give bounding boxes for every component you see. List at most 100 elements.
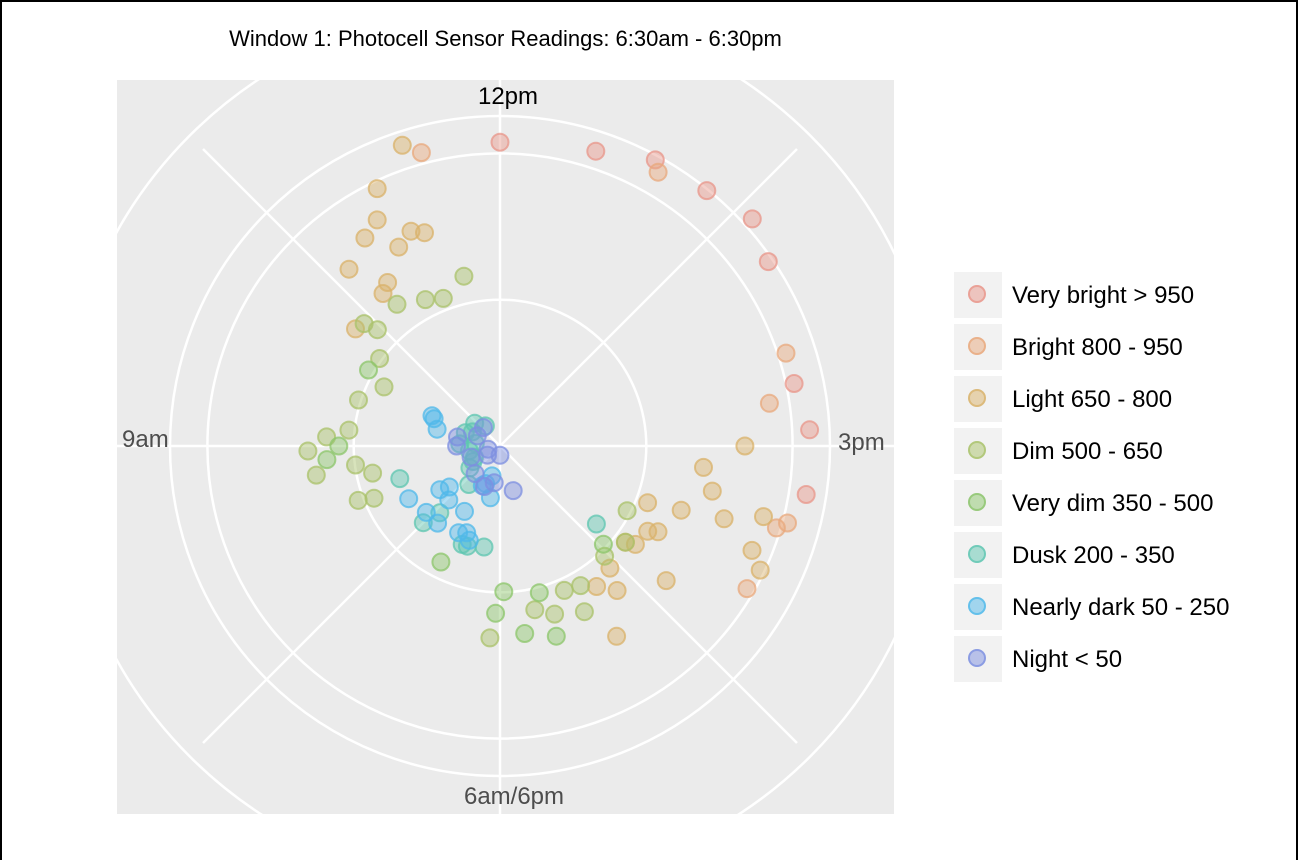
data-point-bright [778, 513, 797, 533]
data-point-light [401, 221, 421, 241]
data-point-vbright [490, 132, 510, 152]
data-point-light [735, 436, 755, 456]
data-point-light [638, 521, 658, 541]
legend-swatch [968, 337, 986, 355]
angle-label: 6am/6pm [464, 783, 564, 810]
legend-label: Light 650 - 800 [1012, 386, 1173, 413]
data-point-dim [349, 390, 368, 410]
chart-title: Window 1: Photocell Sensor Readings: 6:3… [229, 26, 782, 51]
angle-label: 9am [122, 426, 169, 453]
data-point-dim [364, 488, 384, 508]
data-point-ndark [455, 501, 474, 521]
data-point-vbright [586, 141, 606, 161]
data-point-vdim [593, 534, 613, 554]
legend-swatch [968, 493, 986, 511]
data-point-night [503, 481, 523, 501]
data-point-night [484, 473, 504, 493]
data-point-dim [374, 377, 394, 397]
data-point-dim [370, 349, 390, 368]
legend-key [954, 532, 1002, 578]
data-point-light [339, 259, 359, 279]
data-point-vdim [494, 582, 514, 602]
data-point-light [392, 135, 412, 155]
legend-item-bright: Bright 800 - 950 [954, 322, 1254, 372]
data-point-light [694, 457, 713, 477]
data-point-ndark [424, 409, 444, 429]
legend-swatch [968, 649, 986, 667]
data-point-light [367, 179, 387, 199]
data-point-light [671, 500, 691, 520]
data-point-dim [554, 580, 574, 600]
data-point-light [742, 540, 762, 560]
legend-key [954, 272, 1002, 318]
legend-item-night: Night < 50 [954, 634, 1254, 684]
legend-item-ndark: Nearly dark 50 - 250 [954, 582, 1254, 632]
legend-label: Bright 800 - 950 [1012, 334, 1183, 361]
grid-spoke [499, 445, 798, 744]
data-point-bright [776, 343, 796, 363]
data-point-vdim [546, 626, 566, 646]
data-point-dim [306, 465, 326, 485]
data-point-dim [545, 604, 565, 624]
data-point-ndark [428, 513, 448, 533]
data-point-bright [648, 162, 668, 182]
data-point-bright [759, 393, 779, 413]
data-point-ndark [459, 530, 479, 550]
data-point-vdim [317, 450, 337, 470]
legend-item-vdim: Very dim 350 - 500 [954, 478, 1254, 528]
legend-label: Nearly dark 50 - 250 [1012, 594, 1230, 621]
legend-swatch [968, 441, 986, 459]
data-point-night [478, 445, 497, 465]
data-point-light [754, 507, 773, 527]
data-point-dim [363, 463, 383, 483]
data-point-dim [348, 490, 368, 510]
data-point-dim [433, 288, 453, 308]
data-point-light [656, 571, 676, 591]
data-point-night [447, 436, 467, 456]
data-point-vbright [784, 374, 804, 393]
data-point-vdim [431, 552, 451, 572]
data-point-vbright [697, 181, 717, 201]
angle-label: 3pm [838, 429, 885, 456]
legend-item-vbright: Very bright > 950 [954, 270, 1254, 320]
data-point-vdim [529, 583, 549, 603]
data-point-dim [480, 628, 500, 648]
legend-key [954, 480, 1002, 526]
data-point-light [378, 273, 398, 292]
data-point-vbright [796, 485, 816, 504]
data-point-ndark [439, 490, 459, 510]
data-point-light [714, 509, 734, 529]
legend-item-dim: Dim 500 - 650 [954, 426, 1254, 476]
data-point-dim [454, 266, 474, 286]
data-point-bright [766, 518, 786, 538]
data-point-night [474, 477, 494, 496]
data-point-ndark [416, 502, 436, 522]
data-point-night [478, 439, 498, 459]
data-point-night [461, 447, 481, 467]
legend-label: Dusk 200 - 350 [1012, 542, 1175, 569]
data-point-light [702, 481, 722, 501]
data-point-dim [617, 501, 637, 521]
data-point-ndark [427, 419, 447, 439]
data-point-vdim [515, 624, 535, 643]
data-point-dim [525, 600, 545, 620]
data-point-light [638, 493, 658, 513]
data-point-light [750, 560, 770, 580]
grid-spoke [499, 148, 798, 447]
data-point-dim [415, 290, 435, 310]
data-point-night [465, 464, 485, 484]
data-point-light [415, 223, 434, 243]
data-point-vbright [758, 252, 778, 272]
legend-key [954, 428, 1002, 474]
legend-swatch [968, 285, 986, 303]
data-point-light [355, 228, 375, 248]
data-point-vbright [800, 420, 820, 440]
data-point-ndark [399, 489, 419, 509]
legend-swatch [968, 545, 986, 563]
grid-group [117, 80, 894, 814]
data-point-vdim [486, 603, 506, 623]
legend-key [954, 376, 1002, 422]
legend-label: Very dim 350 - 500 [1012, 490, 1214, 517]
